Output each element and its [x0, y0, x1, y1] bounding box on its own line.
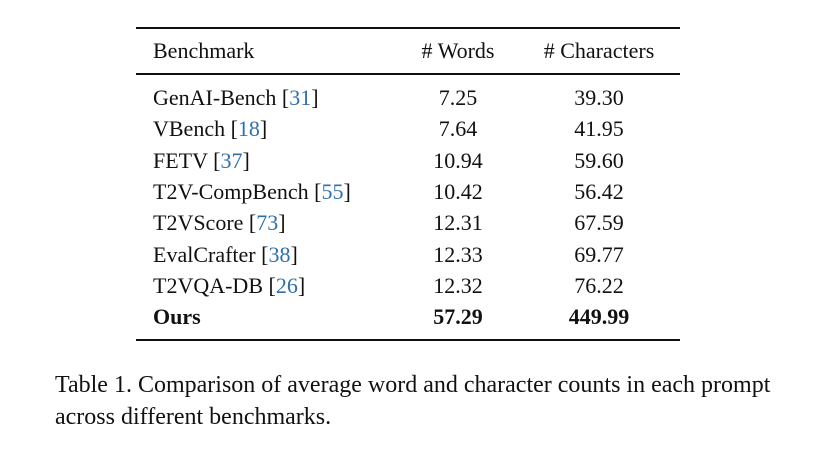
benchmark-text: ]	[290, 241, 298, 267]
benchmark-text: ]	[242, 147, 250, 173]
benchmark-cell: VBench [18]	[153, 116, 267, 142]
benchmark-cell: FETV [37]	[153, 148, 250, 174]
benchmark-text: ]	[278, 210, 286, 236]
benchmark-text: GenAI-Bench [	[153, 85, 290, 110]
benchmark-text: T2VScore [	[153, 210, 257, 236]
benchmark-text: T2V-CompBench [	[153, 178, 322, 204]
characters-cell: 39.30	[574, 85, 624, 110]
benchmark-cell: T2VQA-DB [26]	[153, 273, 305, 299]
words-cell: 12.33	[433, 241, 483, 267]
words-cell: 10.94	[433, 147, 483, 173]
header-cell: # Characters	[543, 38, 655, 63]
citation: 26	[275, 272, 298, 298]
citation: 38	[268, 241, 291, 267]
benchmark-text: ]	[259, 116, 268, 142]
mid-rule	[136, 73, 680, 75]
characters-cell: 76.22	[574, 272, 624, 298]
characters-cell: 69.77	[574, 241, 624, 267]
citation: 18	[237, 116, 260, 142]
citation: 37	[220, 147, 243, 173]
words-cell: 57.29	[433, 304, 483, 330]
words-cell: 12.31	[433, 210, 483, 236]
benchmark-text: ]	[297, 272, 306, 298]
words-cell: 10.42	[433, 178, 483, 204]
bottom-rule	[136, 339, 680, 341]
characters-cell: 41.95	[574, 116, 624, 142]
benchmark-cell: EvalCrafter [38]	[153, 242, 298, 268]
benchmark-cell: GenAI-Bench [31]	[153, 85, 319, 111]
words-cell: 12.32	[433, 272, 483, 298]
citation: 55	[321, 178, 344, 204]
benchmark-cell: T2VScore [73]	[153, 210, 286, 236]
characters-cell: 449.99	[568, 304, 630, 330]
top-rule	[136, 27, 680, 29]
citation: 31	[289, 85, 312, 110]
citation: 73	[256, 210, 279, 236]
benchmark-text: VBench [	[153, 116, 238, 142]
words-cell: 7.64	[438, 116, 478, 142]
characters-cell: 56.42	[574, 178, 624, 204]
benchmark-text: EvalCrafter [	[153, 241, 269, 267]
benchmark-cell: T2V-CompBench [55]	[153, 179, 351, 205]
header-cell: # Words	[421, 38, 495, 63]
caption: Table 1. Comparison of average word and …	[55, 372, 771, 430]
benchmark-text: ]	[343, 178, 351, 204]
benchmark-text: T2VQA-DB [	[153, 272, 276, 298]
benchmark-text: FETV [	[153, 147, 221, 173]
words-cell: 7.25	[438, 85, 478, 110]
characters-cell: 67.59	[574, 210, 624, 236]
characters-cell: 59.60	[574, 147, 624, 173]
header-cell: Benchmark	[153, 38, 255, 63]
benchmark-cell: Ours	[153, 304, 201, 330]
benchmark-text: ]	[311, 85, 319, 110]
